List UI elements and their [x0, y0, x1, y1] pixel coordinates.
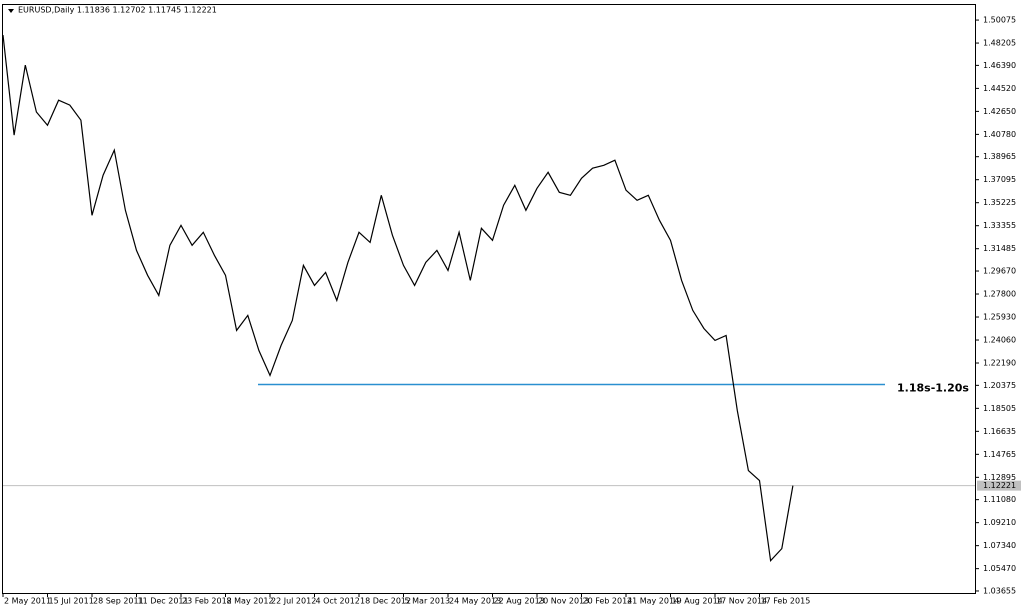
- x-tick-label: 22 Jul 2012: [271, 597, 316, 606]
- y-tick-label: 1.22190: [983, 359, 1016, 368]
- y-tick-label: 1.50075: [983, 16, 1016, 25]
- chart-title: EURUSD,Daily 1.11836 1.12702 1.11745 1.1…: [18, 6, 217, 15]
- x-tick-label: 8 May 2012: [227, 597, 274, 606]
- y-tick-label: 1.35225: [983, 198, 1016, 207]
- x-tick-label: 19 Aug 2014: [672, 597, 723, 606]
- x-tick-label: 28 Sep 2011: [93, 597, 144, 606]
- y-tick-label: 1.12895: [983, 473, 1016, 482]
- y-tick-label: 1.33355: [983, 221, 1016, 230]
- y-tick-label: 1.11080: [983, 495, 1016, 504]
- y-tick-label: 1.37095: [983, 175, 1016, 184]
- y-tick-label: 1.38965: [983, 152, 1016, 161]
- x-tick-label: 2 May 2011: [4, 597, 51, 606]
- x-tick-label: 22 Aug 2013: [494, 597, 545, 606]
- current-price-label: 1.12221: [983, 481, 1016, 490]
- y-tick-label: 1.14765: [983, 450, 1016, 459]
- y-tick-label: 1.05470: [983, 564, 1016, 573]
- y-tick-label: 1.46390: [983, 61, 1016, 70]
- x-tick-label: 21 May 2014: [627, 597, 679, 606]
- x-tick-label: 15 Jul 2011: [49, 597, 94, 606]
- x-tick-label: 4 Oct 2012: [316, 597, 360, 606]
- y-tick-label: 1.25930: [983, 313, 1016, 322]
- y-tick-label: 1.18505: [983, 404, 1016, 413]
- y-tick-label: 1.31485: [983, 244, 1016, 253]
- x-tick-label: 11 Dec 2011: [138, 597, 189, 606]
- y-tick-label: 1.27800: [983, 290, 1016, 299]
- y-tick-label: 1.16635: [983, 427, 1016, 436]
- x-tick-label: 5 Mar 2013: [405, 597, 451, 606]
- plot-frame: [2, 4, 976, 594]
- current-price-box: [977, 480, 1021, 491]
- x-tick-label: 20 Nov 2013: [538, 597, 589, 606]
- x-tick-label: 17 Feb 2015: [761, 597, 811, 606]
- price-line: [2, 35, 794, 563]
- y-tick-label: 1.07340: [983, 541, 1016, 550]
- x-tick-label: 18 Dec 2012: [360, 597, 411, 606]
- support-label: 1.18s-1.20s: [897, 382, 969, 395]
- x-tick-label: 20 Feb 2014: [583, 597, 633, 606]
- y-tick-label: 1.48205: [983, 39, 1016, 48]
- menu-arrow[interactable]: [8, 9, 14, 13]
- y-tick-label: 1.29670: [983, 267, 1016, 276]
- y-tick-label: 1.03655: [983, 586, 1016, 595]
- x-tick-label: 24 May 2013: [449, 597, 501, 606]
- y-tick-label: 1.40780: [983, 130, 1016, 139]
- x-tick-label: 23 Feb 2012: [182, 597, 232, 606]
- y-tick-label: 1.24060: [983, 336, 1016, 345]
- y-tick-label: 1.20375: [983, 381, 1016, 390]
- y-tick-label: 1.44520: [983, 84, 1016, 93]
- y-tick-label: 1.42650: [983, 107, 1016, 116]
- y-tick-label: 1.09210: [983, 518, 1016, 527]
- x-tick-label: 17 Nov 2014: [716, 597, 767, 606]
